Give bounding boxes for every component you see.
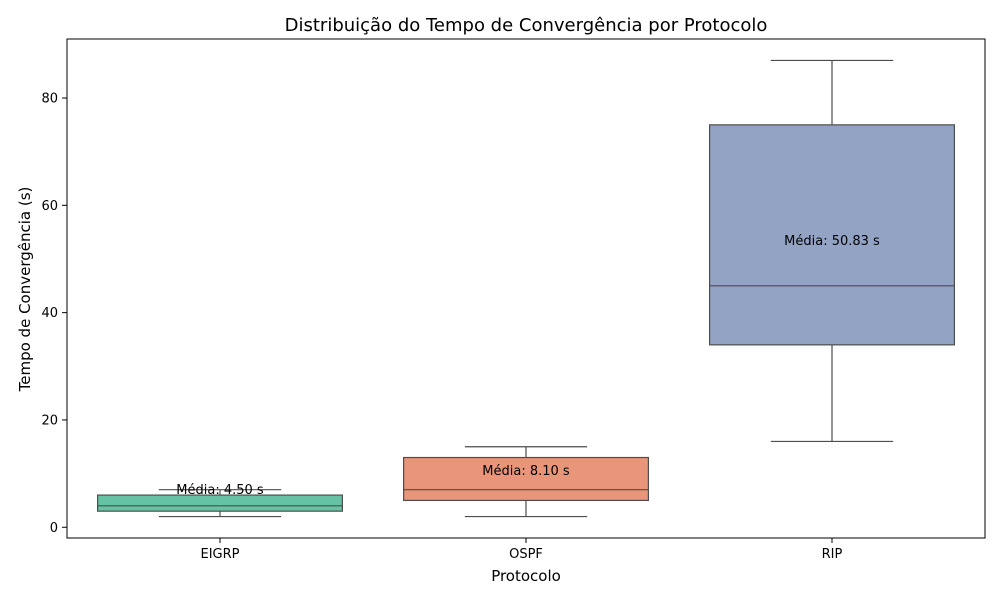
box-eigrp [96, 494, 344, 512]
plot-frame [66, 38, 986, 539]
chart-title: Distribuição do Tempo de Convergência po… [285, 15, 768, 36]
box-rip [708, 124, 955, 346]
y-tick-label: 40 [41, 306, 58, 321]
x-tick-label: OSPF [509, 547, 543, 562]
y-tick-label: 80 [41, 92, 58, 107]
y-axis-label: Tempo de Convergência (s) [16, 187, 34, 393]
y-tick-label: 20 [41, 413, 58, 428]
mean-label-eigrp: Média: 4.50 s [176, 483, 264, 498]
y-tick-label: 60 [41, 199, 58, 214]
x-tick-label: EIGRP [201, 547, 240, 562]
mean-label-rip: Média: 50.83 s [784, 234, 880, 249]
box-ospf [403, 456, 650, 502]
plot-area: 0 20 40 60 80 EIGRP OSPF RIP Média: 4.50 s Média:… [41, 59, 955, 562]
mean-label-ospf: Média: 8.10 s [482, 464, 570, 479]
y-tick-label: 0 [50, 521, 58, 536]
x-tick-label: RIP [822, 547, 843, 562]
x-axis-label: Protocolo [491, 567, 561, 585]
